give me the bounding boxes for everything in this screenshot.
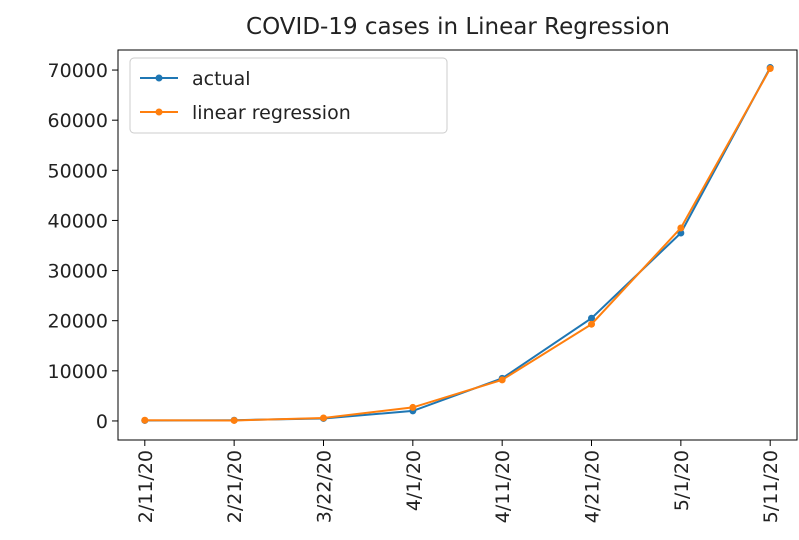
y-tick-label: 30000: [48, 261, 108, 283]
x-tick-label: 5/11/20: [760, 450, 782, 523]
y-tick-label: 20000: [48, 311, 108, 333]
y-tick-label: 60000: [48, 110, 108, 132]
chart-title: COVID-19 cases in Linear Regression: [246, 14, 670, 40]
x-tick-label: 3/22/20: [313, 450, 335, 523]
series-point: [409, 403, 417, 411]
x-tick-label: 4/1/20: [403, 450, 425, 511]
y-tick-label: 70000: [48, 60, 108, 82]
x-tick-label: 2/21/20: [224, 450, 246, 523]
legend-marker: [155, 108, 163, 116]
series-point: [141, 416, 149, 424]
x-tick-label: 4/21/20: [582, 450, 604, 523]
series-point: [319, 414, 327, 422]
series-line: [144, 68, 772, 422]
y-tick-label: 10000: [48, 361, 108, 383]
x-tick-label: 2/11/20: [135, 450, 157, 523]
x-tick-label: 4/11/20: [492, 450, 514, 523]
legend-box: [129, 57, 448, 134]
plot-frame: [117, 49, 798, 441]
legend-label: linear regression: [192, 102, 351, 124]
y-tick-label: 0: [96, 411, 108, 433]
series-point: [498, 376, 506, 384]
series-point: [677, 224, 685, 232]
series-point: [588, 320, 596, 328]
series-point: [230, 416, 238, 424]
series-point: [766, 65, 774, 73]
legend-marker: [155, 74, 163, 82]
x-tick-label: 5/1/20: [671, 450, 693, 511]
y-tick-label: 40000: [48, 210, 108, 232]
y-tick-label: 50000: [48, 160, 108, 182]
series-point: [588, 314, 596, 322]
legend-label: actual: [192, 68, 251, 90]
